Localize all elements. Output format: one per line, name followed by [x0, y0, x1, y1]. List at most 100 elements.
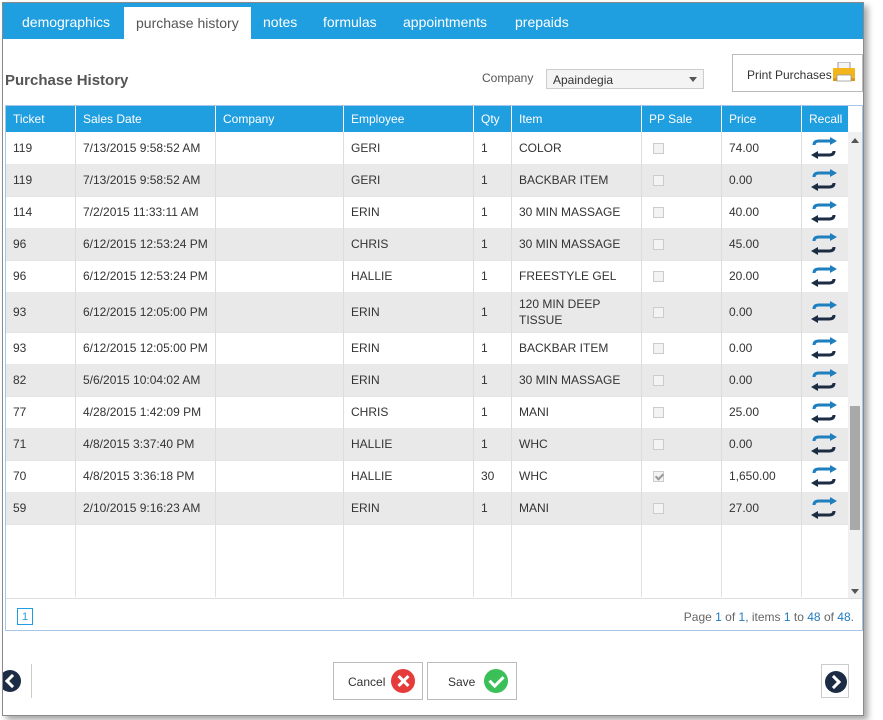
save-button[interactable]: Save — [427, 662, 517, 700]
pp-sale-checkbox[interactable] — [653, 142, 664, 154]
cell-pp-sale — [642, 492, 722, 524]
cell-qty: 1 — [474, 292, 512, 332]
tab-prepaids[interactable]: prepaids — [515, 14, 569, 30]
recall-icon[interactable] — [810, 201, 838, 223]
table-row[interactable]: 114 7/2/2015 11:33:11 AM ERIN 1 30 MIN MASSA… — [6, 196, 848, 229]
pp-sale-checkbox[interactable] — [653, 270, 664, 282]
chevron-right-icon — [825, 671, 847, 693]
page-number-button[interactable]: 1 — [17, 608, 33, 625]
recall-icon[interactable] — [810, 497, 838, 519]
cell-item: FREESTYLE GEL — [512, 260, 642, 292]
header-recall[interactable]: Recall — [809, 112, 843, 126]
next-button[interactable] — [821, 664, 849, 698]
cell-qty: 30 — [474, 460, 512, 492]
table-row[interactable]: 71 4/8/2015 3:37:40 PM HALLIE 1 WHC 0.00 — [6, 428, 848, 461]
recall-icon[interactable] — [810, 265, 838, 287]
save-label: Save — [448, 675, 476, 689]
pager-pages: 1 — [738, 610, 746, 624]
recall-icon[interactable] — [810, 465, 838, 487]
cell-company — [216, 260, 344, 292]
tab-demographics[interactable]: demographics — [22, 14, 110, 30]
recall-icon[interactable] — [810, 337, 838, 359]
header-company[interactable]: Company — [216, 106, 344, 132]
cell-pp-sale — [642, 228, 722, 260]
cell-recall — [802, 292, 848, 332]
pp-sale-checkbox[interactable] — [653, 470, 664, 482]
table-row[interactable]: 82 5/6/2015 10:04:02 AM ERIN 1 30 MIN MASSAG… — [6, 364, 848, 397]
table-row[interactable]: 119 7/13/2015 9:58:52 AM GERI 1 BACKBAR ITEM… — [6, 164, 848, 197]
table-row[interactable]: 70 4/8/2015 3:36:18 PM HALLIE 30 WHC 1,650.00 — [6, 460, 848, 493]
recall-icon[interactable] — [810, 401, 838, 423]
print-purchases-button[interactable]: Print Purchases — [732, 54, 863, 92]
pp-sale-checkbox[interactable] — [653, 306, 664, 318]
table-row[interactable]: 119 7/13/2015 9:58:52 AM GERI 1 COLOR 74.00 — [6, 132, 848, 165]
recall-icon[interactable] — [810, 433, 838, 455]
pp-sale-checkbox[interactable] — [653, 406, 664, 418]
cell-item: BACKBAR ITEM — [512, 164, 642, 196]
table-row[interactable]: 96 6/12/2015 12:53:24 PM HALLIE 1 FREESTYLE … — [6, 260, 848, 293]
pp-sale-checkbox[interactable] — [653, 174, 664, 186]
table-row[interactable]: 93 6/12/2015 12:05:00 PM ERIN 1 BACKBAR ITEM… — [6, 332, 848, 365]
column-divider — [801, 524, 802, 597]
cell-qty: 1 — [474, 492, 512, 524]
header-employee[interactable]: Employee — [344, 106, 474, 132]
table-row[interactable]: 96 6/12/2015 12:53:24 PM CHRIS 1 30 MIN MASS… — [6, 228, 848, 261]
cell-date: 6/12/2015 12:53:24 PM — [76, 228, 216, 260]
pp-sale-checkbox[interactable] — [653, 502, 664, 514]
table-row[interactable]: 59 2/10/2015 9:16:23 AM ERIN 1 MANI 27.00 — [6, 492, 848, 525]
header-qty[interactable]: Qty — [474, 106, 512, 132]
close-icon — [391, 669, 415, 693]
cell-price: 74.00 — [722, 132, 802, 164]
cell-company — [216, 364, 344, 396]
tab-notes[interactable]: notes — [263, 14, 298, 30]
scroll-thumb[interactable] — [850, 406, 860, 530]
cancel-button[interactable]: Cancel — [333, 662, 423, 700]
pp-sale-checkbox[interactable] — [653, 238, 664, 250]
scroll-down-arrow-icon[interactable] — [851, 589, 859, 594]
cell-price: 45.00 — [722, 228, 802, 260]
tab-formulas[interactable]: formulas — [323, 14, 377, 30]
previous-button[interactable] — [3, 664, 32, 698]
cell-ticket: 93 — [6, 292, 76, 332]
header-sales-date[interactable]: Sales Date — [76, 106, 216, 132]
cell-date: 6/12/2015 12:05:00 PM — [76, 332, 216, 364]
printer-icon — [833, 62, 855, 82]
table-row[interactable]: 93 6/12/2015 12:05:00 PM ERIN 1 120 MIN DEEP… — [6, 292, 848, 333]
pp-sale-checkbox[interactable] — [653, 342, 664, 354]
cell-date: 6/12/2015 12:05:00 PM — [76, 292, 216, 332]
column-divider — [641, 524, 642, 597]
header-pp-sale[interactable]: PP Sale — [642, 106, 722, 132]
grid-header: Ticket Sales Date Company Employee Qty I… — [6, 106, 848, 132]
cell-price: 0.00 — [722, 164, 802, 196]
pager-from: 1 — [783, 610, 791, 624]
recall-icon[interactable] — [810, 169, 838, 191]
cell-pp-sale — [642, 428, 722, 460]
recall-icon[interactable] — [810, 233, 838, 255]
cell-item: 30 MIN MASSAGE — [512, 196, 642, 228]
pp-sale-checkbox[interactable] — [653, 374, 664, 386]
header-price[interactable]: Price — [722, 106, 802, 132]
cell-employee: ERIN — [344, 196, 474, 228]
cell-ticket: 93 — [6, 332, 76, 364]
scroll-up-arrow-icon[interactable] — [851, 138, 859, 143]
table-row[interactable]: 77 4/28/2015 1:42:09 PM CHRIS 1 MANI 25.00 — [6, 396, 848, 429]
pp-sale-checkbox[interactable] — [653, 206, 664, 218]
tab-purchase-history[interactable]: purchase history — [124, 7, 251, 39]
cell-recall — [802, 396, 848, 428]
cell-date: 7/13/2015 9:58:52 AM — [76, 132, 216, 164]
grid-scrollbar[interactable] — [848, 132, 862, 598]
recall-icon[interactable] — [810, 137, 838, 159]
pager-suffix: . — [850, 610, 854, 624]
cell-recall — [802, 492, 848, 524]
tab-appointments[interactable]: appointments — [403, 14, 488, 30]
cell-price: 25.00 — [722, 396, 802, 428]
cell-pp-sale — [642, 364, 722, 396]
cell-item: MANI — [512, 492, 642, 524]
header-ticket[interactable]: Ticket — [6, 106, 76, 132]
cell-item: COLOR — [512, 132, 642, 164]
header-item[interactable]: Item — [512, 106, 642, 132]
company-select[interactable]: Apaindegia — [546, 69, 704, 89]
recall-icon[interactable] — [810, 369, 838, 391]
recall-icon[interactable] — [810, 301, 838, 323]
pp-sale-checkbox[interactable] — [653, 438, 664, 450]
